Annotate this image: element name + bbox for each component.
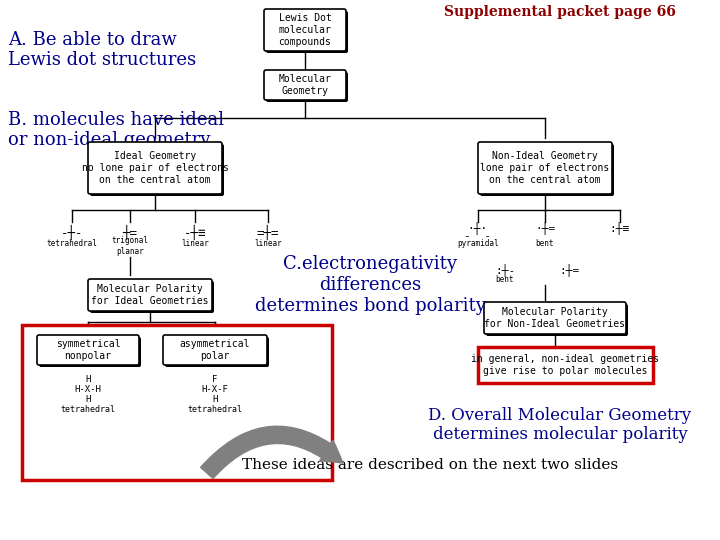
- FancyBboxPatch shape: [484, 302, 626, 334]
- FancyBboxPatch shape: [478, 142, 612, 194]
- Text: -┼≡: -┼≡: [184, 224, 206, 240]
- Text: Molecular
Geometry: Molecular Geometry: [279, 74, 331, 96]
- Text: Molecular Polarity
for Ideal Geometries: Molecular Polarity for Ideal Geometries: [91, 284, 209, 306]
- Text: ·┼=: ·┼=: [535, 221, 555, 234]
- Text: Non-Ideal Geometry
lone pair of electrons
on the central atom: Non-Ideal Geometry lone pair of electron…: [480, 151, 610, 185]
- Text: H: H: [212, 395, 217, 404]
- Text: bent: bent: [536, 240, 554, 248]
- Text: :┼=: :┼=: [560, 264, 580, 276]
- Text: tetrahedral: tetrahedral: [187, 406, 243, 415]
- Text: B. molecules have ideal
or non-ideal geometry: B. molecules have ideal or non-ideal geo…: [8, 111, 224, 150]
- Text: trigonal
planar: trigonal planar: [112, 237, 148, 256]
- Text: Supplemental packet page 66: Supplemental packet page 66: [444, 5, 676, 19]
- Text: Ideal Geometry
no lone pair of electrons
on the central atom: Ideal Geometry no lone pair of electrons…: [81, 151, 228, 185]
- Text: H-X-H: H-X-H: [75, 386, 102, 395]
- Bar: [22, 325, 332, 480]
- FancyBboxPatch shape: [264, 70, 346, 100]
- Text: Molecular Polarity
for Non-Ideal Geometries: Molecular Polarity for Non-Ideal Geometr…: [485, 307, 626, 329]
- FancyBboxPatch shape: [480, 144, 614, 196]
- Text: ┼=: ┼=: [122, 224, 138, 240]
- FancyBboxPatch shape: [88, 279, 212, 311]
- FancyBboxPatch shape: [163, 335, 267, 365]
- Text: -  -: - -: [464, 231, 492, 241]
- FancyBboxPatch shape: [266, 11, 348, 53]
- FancyBboxPatch shape: [39, 337, 141, 367]
- Text: H: H: [85, 375, 91, 384]
- Text: linear: linear: [254, 240, 282, 248]
- Text: C.electronegativity
differences
determines bond polarity: C.electronegativity differences determin…: [255, 255, 485, 315]
- Text: asymmetrical
polar: asymmetrical polar: [180, 339, 251, 361]
- Text: These ideas are described on the next two slides: These ideas are described on the next tw…: [242, 458, 618, 472]
- Text: D. Overall Molecular Geometry
determines molecular polarity: D. Overall Molecular Geometry determines…: [428, 407, 692, 443]
- Text: H-X-F: H-X-F: [202, 386, 228, 395]
- FancyBboxPatch shape: [90, 281, 214, 313]
- Text: tetrahedral: tetrahedral: [47, 240, 97, 248]
- FancyBboxPatch shape: [266, 72, 348, 102]
- FancyBboxPatch shape: [486, 304, 628, 336]
- Text: tetrahedral: tetrahedral: [60, 406, 115, 415]
- Text: symmetrical
nonpolar: symmetrical nonpolar: [55, 339, 120, 361]
- Text: bent: bent: [496, 275, 514, 285]
- Text: =┼=: =┼=: [257, 224, 279, 240]
- Text: linear: linear: [181, 240, 209, 248]
- Text: in general, non-ideal geometries
give rise to polar molecules: in general, non-ideal geometries give ri…: [471, 354, 659, 376]
- Text: Lewis Dot
molecular
compounds: Lewis Dot molecular compounds: [279, 14, 331, 46]
- Text: :┼≡: :┼≡: [610, 221, 630, 234]
- Text: F: F: [212, 375, 217, 384]
- Text: ·┼·: ·┼·: [468, 221, 488, 234]
- FancyArrowPatch shape: [201, 426, 343, 478]
- FancyBboxPatch shape: [264, 9, 346, 51]
- FancyBboxPatch shape: [37, 335, 139, 365]
- FancyBboxPatch shape: [88, 142, 222, 194]
- FancyBboxPatch shape: [165, 337, 269, 367]
- Text: A. Be able to draw
Lewis dot structures: A. Be able to draw Lewis dot structures: [8, 31, 196, 70]
- Text: -┼-: -┼-: [60, 224, 84, 240]
- Bar: [477, 347, 652, 383]
- Text: :┼-: :┼-: [495, 264, 515, 276]
- Text: pyramidal: pyramidal: [457, 240, 499, 248]
- Text: H: H: [85, 395, 91, 404]
- FancyBboxPatch shape: [90, 144, 224, 196]
